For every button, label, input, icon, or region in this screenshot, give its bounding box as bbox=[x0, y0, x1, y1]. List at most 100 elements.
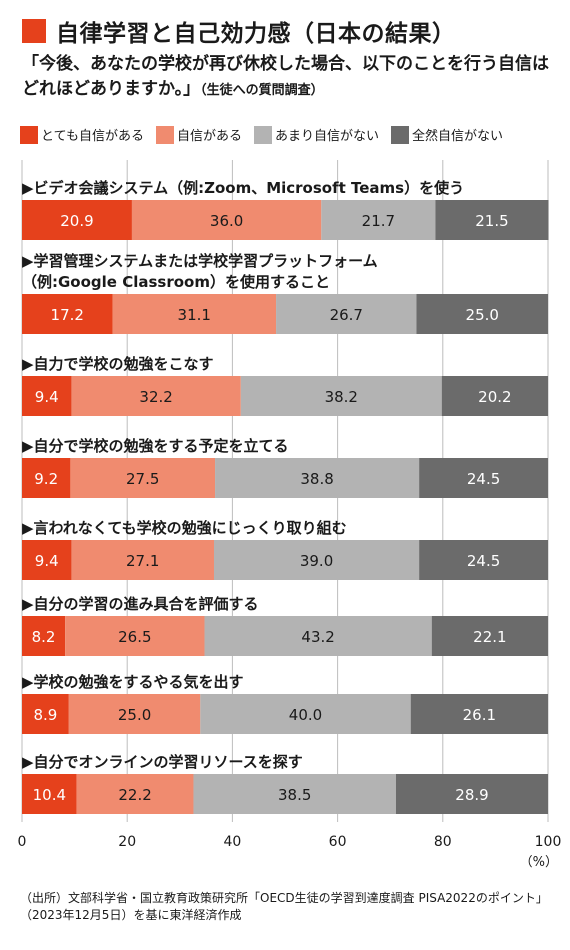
legend-label: とても自信がある bbox=[41, 129, 144, 144]
category-label: ▶自分で学校の勉強をする予定を立てる bbox=[22, 437, 289, 455]
data-label: 21.5 bbox=[475, 212, 508, 230]
data-label: 22.2 bbox=[118, 786, 151, 804]
bar-segment bbox=[416, 294, 548, 334]
category-label: ▶言われなくても学校の勉強にじっくり取り組む bbox=[22, 519, 347, 537]
data-label: 10.4 bbox=[33, 786, 66, 804]
bar-segment bbox=[419, 458, 548, 498]
x-axis-unit: （%） bbox=[520, 855, 558, 870]
stacked-bar-chart: ▶ビデオ会議システム（例:Zoom、Microsoft Teams）を使う 20.… bbox=[18, 160, 562, 870]
data-label: 24.5 bbox=[467, 552, 500, 570]
data-label: 20.9 bbox=[60, 212, 93, 230]
bar-segment bbox=[204, 616, 432, 656]
chart-subtitle: 「今後、あなたの学校が再び休校した場合、以下のことを行う自信はどれほどありますか… bbox=[22, 52, 562, 103]
bar-segment bbox=[410, 694, 548, 734]
legend-swatch-not-at-all-confident bbox=[391, 125, 409, 144]
data-label: 26.1 bbox=[463, 706, 496, 724]
data-label: 38.5 bbox=[278, 786, 311, 804]
category-label: ▶学校の勉強をするやる気を出す bbox=[22, 673, 244, 691]
bar-segment bbox=[70, 458, 216, 498]
data-label: 24.5 bbox=[467, 470, 500, 488]
legend-label: あまり自信がない bbox=[274, 129, 379, 144]
data-label: 38.2 bbox=[325, 388, 358, 406]
legend: とても自信がある 自信がある あまり自信がない 全然自信がない bbox=[20, 125, 515, 144]
category-label: ▶ビデオ会議システム（例:Zoom、Microsoft Teams）を使う bbox=[22, 179, 464, 197]
legend-swatch-confident bbox=[155, 125, 174, 144]
subtitle-question: 「今後、あなたの学校が再び休校した場合、以下のことを行う自信はどれほどありますか… bbox=[22, 54, 549, 99]
data-label: 36.0 bbox=[210, 212, 243, 230]
bar-segment bbox=[131, 200, 322, 240]
data-label: 26.5 bbox=[118, 628, 151, 646]
bar-segment bbox=[321, 200, 436, 240]
x-tick-label: 0 bbox=[18, 834, 27, 850]
data-label: 9.4 bbox=[35, 388, 59, 406]
data-label: 43.2 bbox=[301, 628, 334, 646]
bar-segment bbox=[419, 540, 548, 580]
legend-item-not-at-all-confident: 全然自信がない bbox=[391, 125, 503, 144]
bar-segment bbox=[240, 376, 442, 416]
source-note: （出所）文部科学省・国立教育政策研究所「OECD生徒の学習到達度調査 PISA2… bbox=[20, 891, 548, 922]
data-label: 27.5 bbox=[126, 470, 159, 488]
data-label: 25.0 bbox=[466, 306, 499, 324]
subtitle-note: （生徒への質問調査） bbox=[200, 83, 324, 98]
legend-item-confident: 自信がある bbox=[155, 125, 242, 144]
bar-segment bbox=[435, 200, 549, 240]
legend-label: 自信がある bbox=[176, 129, 242, 144]
data-label: 38.8 bbox=[300, 470, 333, 488]
data-label: 8.2 bbox=[32, 628, 56, 646]
data-label: 27.1 bbox=[126, 552, 159, 570]
bar-segment bbox=[65, 616, 205, 656]
legend-item-not-very-confident: あまり自信がない bbox=[253, 125, 379, 144]
bar-segment bbox=[22, 540, 72, 580]
bar-segment bbox=[22, 694, 69, 734]
bar-segment bbox=[213, 540, 420, 580]
legend-swatch-not-very-confident bbox=[253, 125, 272, 144]
x-tick-label: 60 bbox=[329, 834, 347, 850]
title-marker-icon bbox=[22, 19, 46, 43]
bar-segment bbox=[200, 694, 411, 734]
data-label: 21.7 bbox=[362, 212, 395, 230]
category-label: ▶自分の学習の進み具合を評価する bbox=[22, 595, 259, 613]
data-label: 20.2 bbox=[478, 388, 511, 406]
data-label: 22.1 bbox=[473, 628, 506, 646]
bar-segment bbox=[22, 616, 66, 656]
x-tick-label: 80 bbox=[434, 834, 452, 850]
bar-segment bbox=[76, 774, 194, 814]
data-label: 9.4 bbox=[35, 552, 59, 570]
bar-segment bbox=[22, 774, 77, 814]
bar-segment bbox=[22, 458, 71, 498]
legend-item-very-confident: とても自信がある bbox=[20, 125, 144, 144]
data-label: 28.9 bbox=[455, 786, 488, 804]
bar-segment bbox=[431, 616, 548, 656]
data-label: 32.2 bbox=[139, 388, 172, 406]
data-label: 31.1 bbox=[178, 306, 211, 324]
bar-segment bbox=[71, 376, 241, 416]
data-label: 8.9 bbox=[33, 706, 57, 724]
bar-segment bbox=[22, 376, 72, 416]
data-label: 39.0 bbox=[300, 552, 333, 570]
bar-segment bbox=[22, 294, 113, 334]
data-label: 26.7 bbox=[330, 306, 363, 324]
x-tick-label: 20 bbox=[118, 834, 136, 850]
legend-swatch-very-confident bbox=[20, 125, 38, 144]
data-label: 25.0 bbox=[118, 706, 151, 724]
x-tick-label: 40 bbox=[223, 834, 241, 850]
data-label: 17.2 bbox=[51, 306, 84, 324]
data-label: 40.0 bbox=[289, 706, 322, 724]
bar-segment bbox=[395, 774, 548, 814]
bar-segment bbox=[71, 540, 214, 580]
category-label: ▶学習管理システムまたは学校学習プラットフォーム bbox=[22, 252, 378, 270]
bar-segment bbox=[215, 458, 420, 498]
data-label: 9.2 bbox=[34, 470, 58, 488]
bar-segment bbox=[441, 376, 548, 416]
category-label: （例:Google Classroom）を使用すること bbox=[22, 273, 330, 291]
chart-title: 自律学習と自己効力感（日本の結果） bbox=[56, 21, 456, 47]
category-label: ▶自力で学校の勉強をこなす bbox=[22, 355, 214, 373]
bar-segment bbox=[193, 774, 396, 814]
header: 自律学習と自己効力感（日本の結果） 「今後、あなたの学校が再び休校した場合、以下… bbox=[22, 14, 562, 103]
bar-segment bbox=[276, 294, 417, 334]
bar-segment bbox=[22, 200, 132, 240]
category-label: ▶自分でオンラインの学習リソースを探す bbox=[22, 753, 303, 771]
x-tick-label: 100 bbox=[535, 834, 562, 850]
bar-segment bbox=[68, 694, 201, 734]
legend-label: 全然自信がない bbox=[412, 129, 504, 144]
